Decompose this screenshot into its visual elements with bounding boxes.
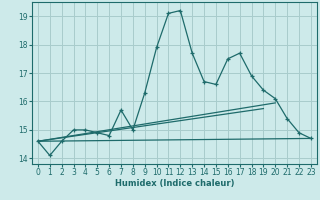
X-axis label: Humidex (Indice chaleur): Humidex (Indice chaleur) bbox=[115, 179, 234, 188]
